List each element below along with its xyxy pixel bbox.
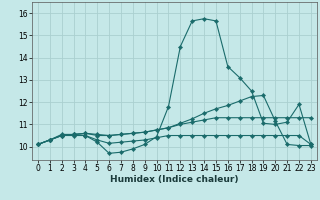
X-axis label: Humidex (Indice chaleur): Humidex (Indice chaleur): [110, 175, 239, 184]
